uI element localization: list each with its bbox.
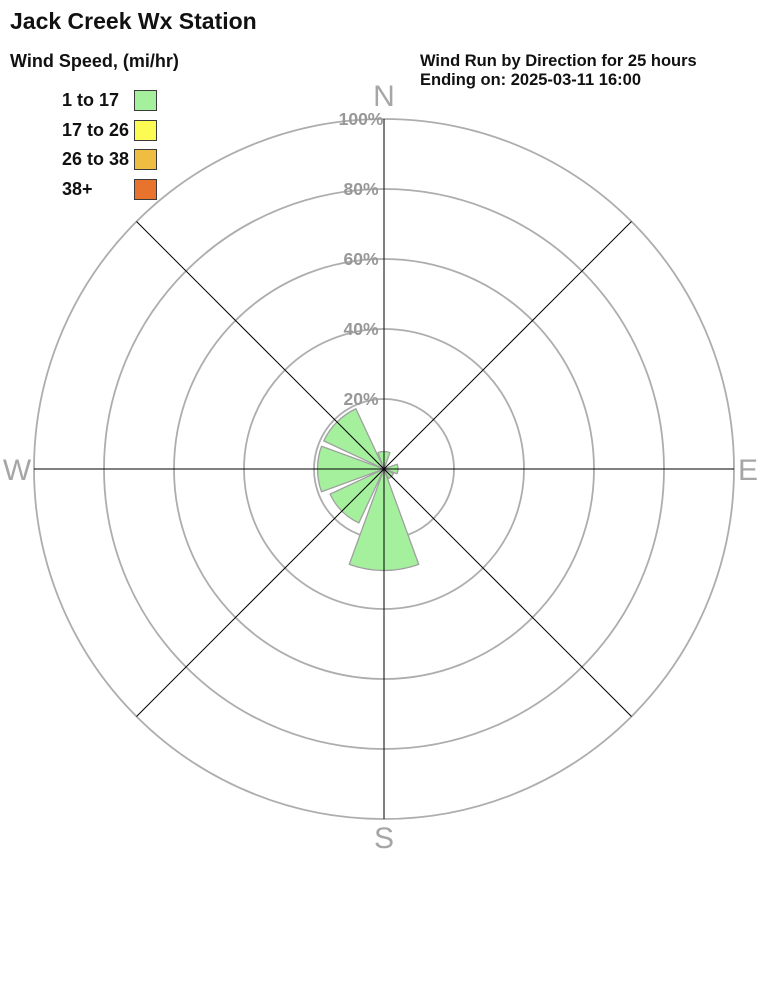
legend-title: Wind Speed, (mi/hr): [10, 51, 179, 71]
chart-header-line2: Ending on: 2025-03-11 16:00: [420, 71, 642, 89]
ring-label-100: 100%: [339, 109, 384, 129]
legend-item: 38+: [62, 178, 202, 200]
compass-north: N: [373, 80, 395, 113]
ring-label-40: 40%: [343, 319, 378, 339]
legend-item-label: 1 to 17: [62, 90, 120, 110]
compass-east: E: [738, 454, 758, 487]
page-title: Jack Creek Wx Station: [10, 8, 257, 34]
legend-swatch: [134, 178, 157, 200]
ring-labels: 20% 40% 60% 80% 100%: [339, 109, 384, 409]
legend-item: 17 to 26: [62, 119, 202, 141]
chart-header-line1: Wind Run by Direction for 25 hours: [420, 52, 697, 70]
legend-swatch: [134, 90, 157, 111]
ring-label-60: 60%: [343, 249, 378, 269]
legend-item-label: 26 to 38: [62, 149, 130, 169]
legend-item: 26 to 38: [62, 149, 202, 170]
axis-se-nw: [136, 221, 632, 717]
compass-south: S: [374, 822, 394, 855]
wind-speed-legend: 1 to 17 17 to 26 26 to 38 38+: [62, 90, 202, 210]
legend-swatch: [134, 119, 157, 141]
legend-item-label: 17 to 26: [62, 119, 130, 140]
compass-labels: N E S W: [3, 80, 758, 855]
compass-west: W: [3, 454, 32, 487]
legend-item: 1 to 17: [62, 90, 202, 111]
ring-label-20: 20%: [343, 389, 378, 409]
legend-item-label: 38+: [62, 178, 93, 199]
chart-header: Wind Run by Direction for 25 hours Endin…: [420, 52, 697, 90]
legend-swatch: [134, 149, 157, 170]
ring-label-80: 80%: [343, 179, 378, 199]
